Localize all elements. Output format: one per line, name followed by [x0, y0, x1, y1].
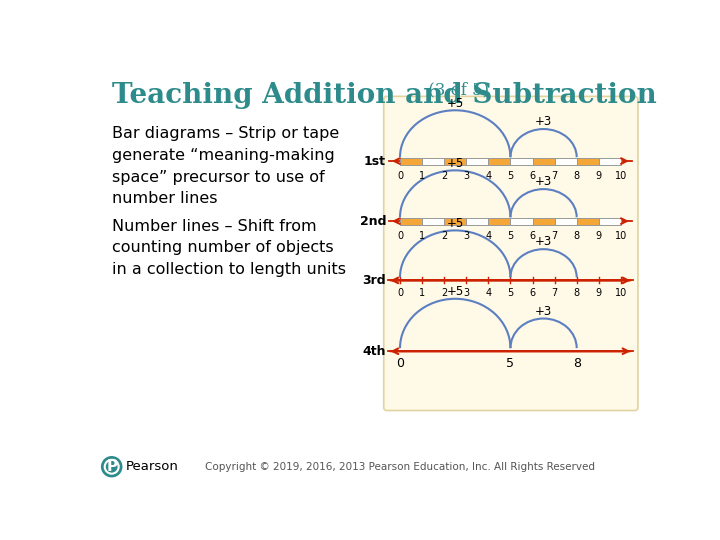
- Bar: [577, 158, 599, 165]
- Text: Pearson: Pearson: [126, 460, 179, 473]
- Text: 5: 5: [506, 357, 514, 370]
- Text: 8: 8: [574, 288, 580, 298]
- Text: 3: 3: [463, 231, 469, 241]
- Text: 7: 7: [552, 288, 558, 298]
- Text: +5: +5: [446, 217, 464, 230]
- Text: 10: 10: [615, 231, 627, 241]
- Text: P: P: [106, 459, 117, 474]
- Text: 6: 6: [529, 171, 536, 181]
- Text: 4: 4: [485, 288, 492, 298]
- Text: 8: 8: [574, 171, 580, 181]
- Text: 3: 3: [463, 288, 469, 298]
- Text: 2: 2: [441, 171, 447, 181]
- Text: 10: 10: [615, 288, 627, 298]
- Bar: [488, 218, 510, 225]
- Bar: [400, 158, 422, 165]
- Text: 4th: 4th: [363, 345, 386, 357]
- Text: 5: 5: [508, 231, 513, 241]
- Text: 2: 2: [441, 231, 447, 241]
- Text: +5: +5: [446, 285, 464, 298]
- Text: 7: 7: [552, 231, 558, 241]
- Text: 9: 9: [595, 288, 602, 298]
- Bar: [533, 158, 554, 165]
- Text: +5: +5: [446, 157, 464, 170]
- Text: 3: 3: [463, 171, 469, 181]
- Text: 3rd: 3rd: [362, 274, 386, 287]
- Text: Copyright © 2019, 2016, 2013 Pearson Education, Inc. All Rights Reserved: Copyright © 2019, 2016, 2013 Pearson Edu…: [205, 462, 595, 472]
- Text: Teaching Addition and Subtraction: Teaching Addition and Subtraction: [112, 82, 657, 109]
- Text: 4: 4: [485, 231, 492, 241]
- Bar: [467, 218, 488, 225]
- Text: +3: +3: [535, 235, 552, 248]
- Text: 2: 2: [441, 288, 447, 298]
- Bar: [422, 158, 444, 165]
- Text: 7: 7: [552, 171, 558, 181]
- Bar: [554, 158, 577, 165]
- Text: 10: 10: [615, 171, 627, 181]
- Text: 9: 9: [595, 171, 602, 181]
- Bar: [400, 218, 422, 225]
- Text: 0: 0: [397, 171, 403, 181]
- Text: 6: 6: [529, 231, 536, 241]
- Text: 5: 5: [508, 288, 513, 298]
- Bar: [554, 218, 577, 225]
- Text: +3: +3: [535, 305, 552, 318]
- Bar: [444, 218, 467, 225]
- Bar: [533, 218, 554, 225]
- Text: (3 of 5): (3 of 5): [423, 82, 490, 99]
- Circle shape: [102, 457, 122, 477]
- Text: 6: 6: [529, 288, 536, 298]
- Bar: [444, 158, 467, 165]
- Text: 0: 0: [397, 288, 403, 298]
- Text: 1: 1: [419, 231, 425, 241]
- Text: 1st: 1st: [364, 154, 386, 167]
- Text: +3: +3: [535, 176, 552, 188]
- Text: 4: 4: [485, 171, 492, 181]
- Text: 9: 9: [595, 231, 602, 241]
- Text: 8: 8: [572, 357, 581, 370]
- Bar: [510, 158, 533, 165]
- Text: Number lines – Shift from
counting number of objects
in a collection to length u: Number lines – Shift from counting numbe…: [112, 219, 346, 277]
- Bar: [510, 218, 533, 225]
- Text: +5: +5: [446, 97, 464, 110]
- Text: 0: 0: [397, 231, 403, 241]
- Bar: [599, 218, 621, 225]
- Text: 8: 8: [574, 231, 580, 241]
- Text: 2nd: 2nd: [359, 214, 386, 228]
- Text: Bar diagrams – Strip or tape
generate “meaning-making
space” precursor to use of: Bar diagrams – Strip or tape generate “m…: [112, 126, 339, 206]
- Bar: [577, 218, 599, 225]
- Text: 0: 0: [396, 357, 404, 370]
- Text: 5: 5: [508, 171, 513, 181]
- Bar: [467, 158, 488, 165]
- FancyBboxPatch shape: [384, 96, 638, 410]
- Bar: [422, 218, 444, 225]
- Text: +3: +3: [535, 115, 552, 129]
- Text: 1: 1: [419, 288, 425, 298]
- Bar: [599, 158, 621, 165]
- Bar: [488, 158, 510, 165]
- Text: 1: 1: [419, 171, 425, 181]
